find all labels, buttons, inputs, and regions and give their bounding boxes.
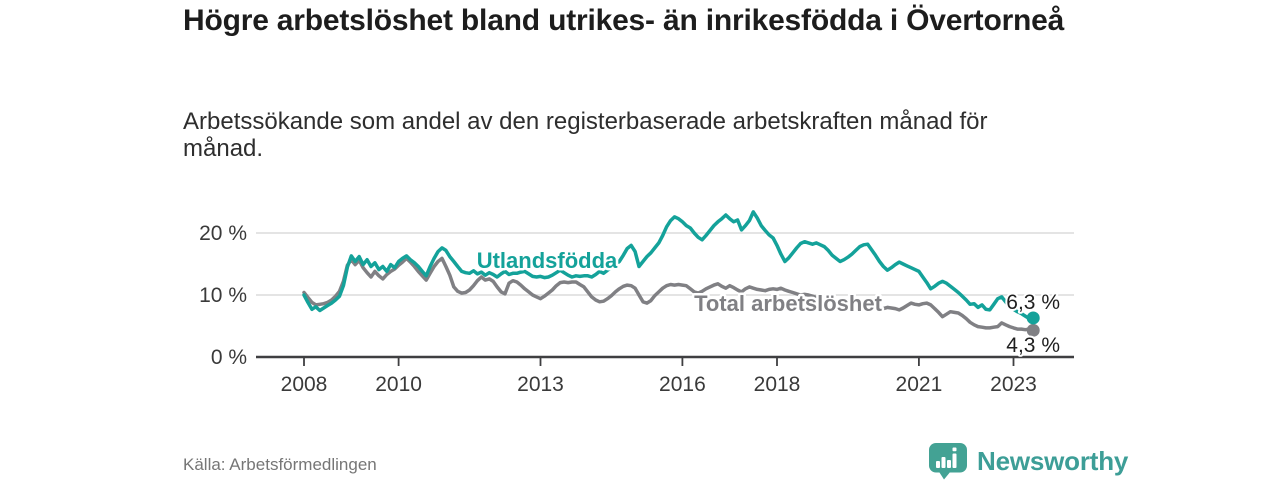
newsworthy-logo[interactable]: Newsworthy — [928, 442, 1128, 480]
x-tick-label: 2008 — [281, 373, 328, 396]
y-tick-label: 10 % — [199, 284, 247, 307]
newsworthy-icon — [929, 443, 967, 480]
end-value-label: 4,3 % — [1006, 334, 1060, 357]
end-value-label: 6,3 % — [1006, 291, 1060, 314]
y-tick-label: 0 % — [211, 346, 247, 369]
series-end-dot — [1026, 311, 1040, 325]
x-tick-label: 2021 — [896, 373, 943, 396]
series-end-dot — [1026, 323, 1040, 337]
x-tick-label: 2023 — [990, 373, 1037, 396]
x-tick-label: 2010 — [375, 373, 422, 396]
page-subtitle: Arbetssökande som andel av den registerb… — [183, 108, 988, 162]
series-line-utlandsfodda — [302, 210, 1035, 321]
source-note: Källa: Arbetsförmedlingen — [183, 455, 377, 474]
x-tick-label: 2013 — [517, 373, 564, 396]
x-tick-label: 2018 — [754, 373, 801, 396]
series-line-total — [302, 256, 1035, 333]
y-tick-label: 20 % — [199, 222, 247, 245]
series-label: Total arbetslöshet — [694, 291, 883, 316]
series-label: Utlandsfödda — [477, 248, 618, 273]
page-title: Högre arbetslöshet bland utrikes- än inr… — [183, 4, 1065, 37]
x-tick-label: 2016 — [659, 373, 706, 396]
brand-name: Newsworthy — [977, 446, 1129, 476]
